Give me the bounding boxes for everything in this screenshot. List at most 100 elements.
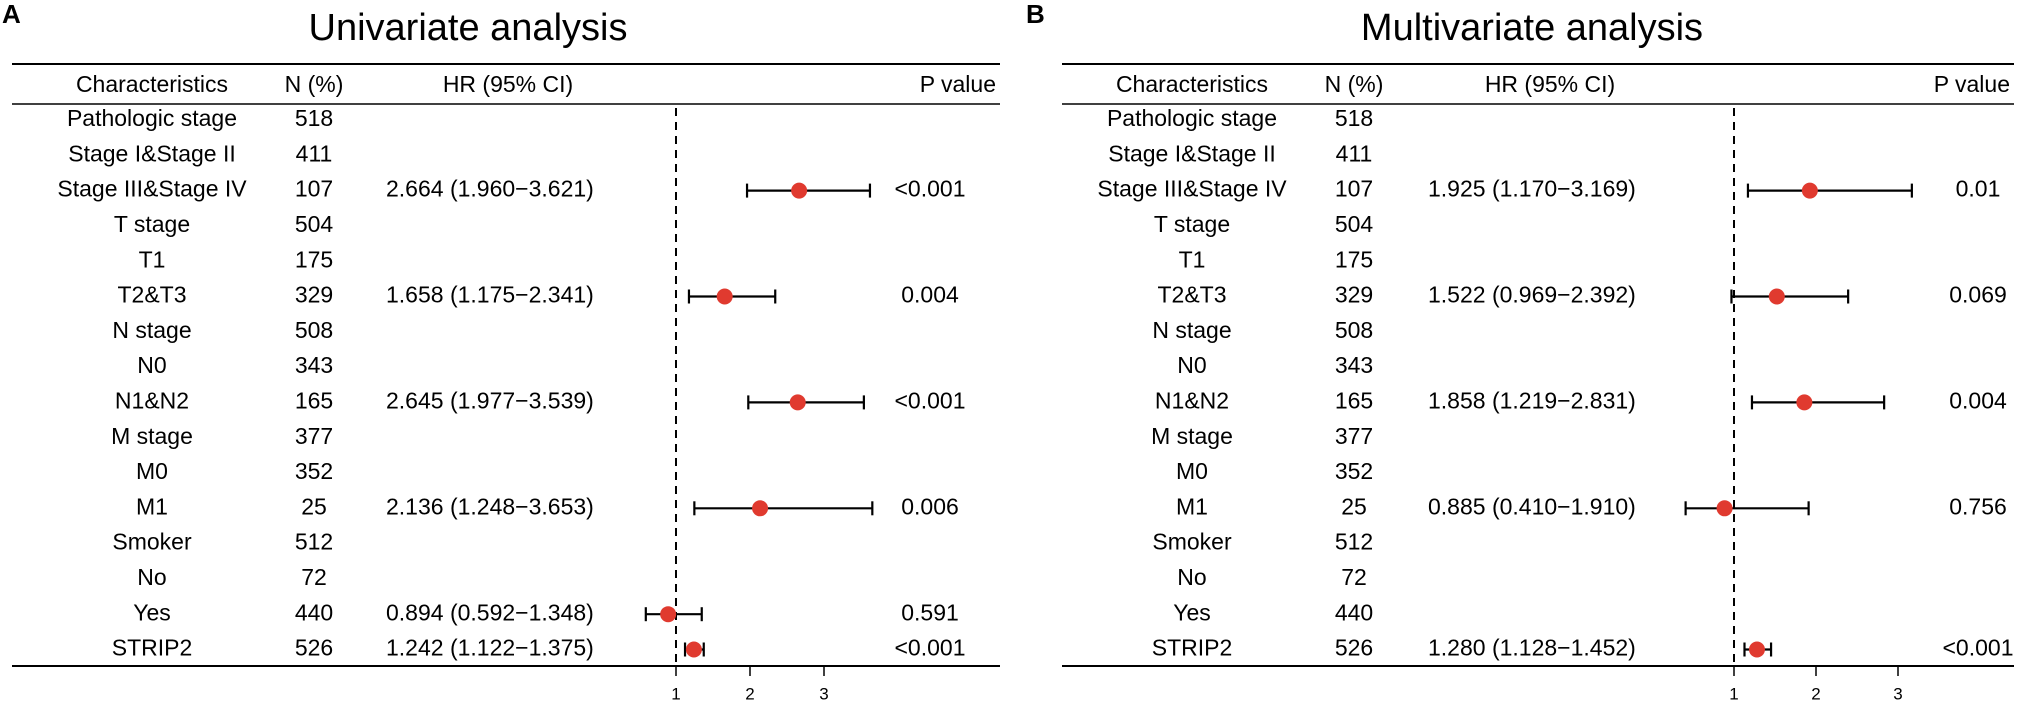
row-n: 329 xyxy=(295,282,333,308)
column-header-n: N (%) xyxy=(285,71,344,97)
row-p-value: 0.069 xyxy=(1949,282,2007,308)
chart-title: Univariate analysis xyxy=(309,7,628,49)
row-label: T1 xyxy=(139,246,166,272)
row-label: Yes xyxy=(1173,599,1211,625)
row-p-value: 0.756 xyxy=(1949,493,2007,519)
row-label: T stage xyxy=(114,211,190,237)
row-n: 175 xyxy=(1335,246,1373,272)
column-header-p-value: P value xyxy=(920,71,996,97)
panel-label: B xyxy=(1026,0,1045,29)
row-n: 508 xyxy=(295,317,333,343)
row-p-value: 0.004 xyxy=(901,282,959,308)
row-hr-ci: 2.645 (1.977−3.539) xyxy=(386,387,594,413)
hr-point xyxy=(791,182,808,199)
row-label: Smoker xyxy=(112,529,192,555)
row-n: 440 xyxy=(1335,599,1373,625)
row-label: STRIP2 xyxy=(112,635,193,661)
row-label: Stage I&Stage II xyxy=(1108,140,1276,166)
row-n: 504 xyxy=(295,211,334,237)
row-n: 25 xyxy=(301,493,327,519)
hr-point xyxy=(1716,500,1733,517)
row-n: 72 xyxy=(301,564,327,590)
row-n: 508 xyxy=(1335,317,1373,343)
row-hr-ci: 1.522 (0.969−2.392) xyxy=(1428,282,1636,308)
row-label: M0 xyxy=(1176,458,1208,484)
row-label: Pathologic stage xyxy=(1107,105,1277,131)
row-n: 518 xyxy=(1335,105,1373,131)
row-label: Stage I&Stage II xyxy=(68,140,236,166)
hr-point xyxy=(1801,182,1818,199)
row-p-value: <0.001 xyxy=(895,387,966,413)
row-label: N0 xyxy=(1177,352,1206,378)
row-n: 175 xyxy=(295,246,333,272)
row-label: M0 xyxy=(136,458,168,484)
row-n: 352 xyxy=(1335,458,1373,484)
row-label: N stage xyxy=(1152,317,1231,343)
row-label: Smoker xyxy=(1152,529,1232,555)
row-hr-ci: 2.136 (1.248−3.653) xyxy=(386,493,594,519)
panel-label: A xyxy=(2,0,21,29)
row-hr-ci: 1.858 (1.219−2.831) xyxy=(1428,387,1636,413)
column-header-characteristics: Characteristics xyxy=(1116,71,1268,97)
row-label: T2&T3 xyxy=(1157,282,1226,308)
row-n: 329 xyxy=(1335,282,1373,308)
hr-point xyxy=(789,394,806,411)
hr-point xyxy=(660,606,677,623)
row-hr-ci: 0.885 (0.410−1.910) xyxy=(1428,493,1636,519)
row-hr-ci: 1.925 (1.170−3.169) xyxy=(1428,176,1636,202)
row-n: 107 xyxy=(1335,176,1373,202)
column-header-p-value: P value xyxy=(1934,71,2010,97)
row-n: 72 xyxy=(1341,564,1367,590)
row-label: STRIP2 xyxy=(1152,635,1233,661)
column-header-hr: HR (95% CI) xyxy=(1485,71,1615,97)
hr-point xyxy=(685,641,702,658)
row-label: Stage III&Stage IV xyxy=(57,176,247,202)
panel-b: B Multivariate analysis Characteristics N (… xyxy=(1026,0,2014,703)
chart-title: Multivariate analysis xyxy=(1361,7,1703,49)
hr-point xyxy=(716,288,733,305)
x-tick-label: 2 xyxy=(1811,684,1820,703)
row-label: T1 xyxy=(1179,246,1206,272)
row-n: 377 xyxy=(295,423,333,449)
row-n: 165 xyxy=(295,387,333,413)
column-header-hr: HR (95% CI) xyxy=(443,71,573,97)
row-n: 526 xyxy=(295,635,333,661)
row-hr-ci: 1.658 (1.175−2.341) xyxy=(386,282,594,308)
x-tick-label: 3 xyxy=(819,684,828,703)
row-p-value: 0.591 xyxy=(901,599,959,625)
row-label: Stage III&Stage IV xyxy=(1097,176,1287,202)
row-hr-ci: 1.242 (1.122−1.375) xyxy=(386,635,594,661)
row-label: T2&T3 xyxy=(117,282,186,308)
x-tick-label: 3 xyxy=(1893,684,1902,703)
row-n: 25 xyxy=(1341,493,1367,519)
row-p-value: <0.001 xyxy=(895,635,966,661)
row-n: 352 xyxy=(295,458,333,484)
row-label: M stage xyxy=(111,423,193,449)
x-tick-label: 2 xyxy=(745,684,754,703)
row-p-value: 0.006 xyxy=(901,493,959,519)
row-label: T stage xyxy=(1154,211,1230,237)
row-label: Yes xyxy=(133,599,171,625)
hr-point xyxy=(1796,394,1813,411)
hr-point xyxy=(752,500,769,517)
row-label: No xyxy=(137,564,166,590)
row-n: 518 xyxy=(295,105,333,131)
column-header-n: N (%) xyxy=(1325,71,1384,97)
row-hr-ci: 2.664 (1.960−3.621) xyxy=(386,176,594,202)
row-n: 504 xyxy=(1335,211,1374,237)
row-n: 107 xyxy=(295,176,333,202)
x-tick-label: 1 xyxy=(1729,684,1738,703)
row-label: N0 xyxy=(137,352,166,378)
hr-point xyxy=(1748,641,1765,658)
row-label: M stage xyxy=(1151,423,1233,449)
row-n: 526 xyxy=(1335,635,1373,661)
row-label: No xyxy=(1177,564,1206,590)
row-label: Pathologic stage xyxy=(67,105,237,131)
row-n: 343 xyxy=(295,352,333,378)
row-p-value: <0.001 xyxy=(1943,635,2014,661)
row-n: 377 xyxy=(1335,423,1373,449)
row-label: N stage xyxy=(112,317,191,343)
row-p-value: 0.004 xyxy=(1949,387,2007,413)
row-n: 165 xyxy=(1335,387,1373,413)
